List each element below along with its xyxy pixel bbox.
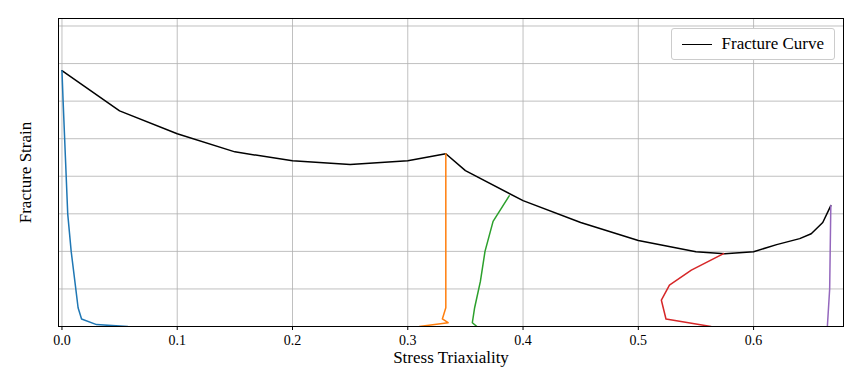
svg-text:0.0: 0.0 [53, 333, 70, 348]
svg-text:0.1: 0.1 [168, 333, 186, 348]
svg-text:0.2: 0.2 [284, 333, 302, 348]
html-text:Fracture Curve: Fracture Curve [721, 34, 824, 53]
svg-text:0.3: 0.3 [399, 333, 417, 348]
svg-text:0.6: 0.6 [745, 333, 763, 348]
svg-text:Stress Triaxiality: Stress Triaxiality [393, 348, 509, 367]
svg-text:0.4: 0.4 [514, 333, 532, 348]
svg-text:0.5: 0.5 [630, 333, 648, 348]
svg-text:Fracture Strain: Fracture Strain [16, 121, 35, 223]
